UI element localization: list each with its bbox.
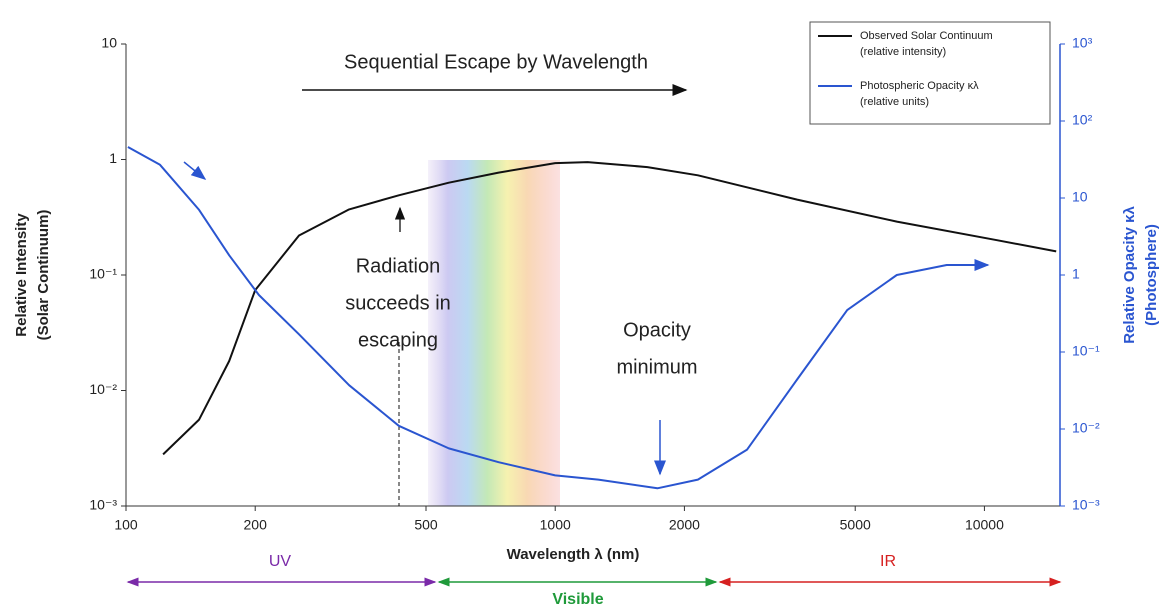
y-tick-label: 10 xyxy=(101,35,117,51)
y-axis-label: (Solar Continuum) xyxy=(35,210,52,341)
series-line xyxy=(163,162,1056,454)
y2-tick-label: 1 xyxy=(1072,266,1080,282)
y2-tick-label: 10² xyxy=(1072,112,1093,128)
x-tick-label: 10000 xyxy=(965,517,1004,533)
y2-tick-label: 10³ xyxy=(1072,35,1093,51)
page: Wavelength λ (nm) Relative Intensity (So… xyxy=(0,0,1171,610)
y2-tick-label: 10⁻¹ xyxy=(1072,343,1100,359)
y-axis-label: Relative Intensity xyxy=(13,213,30,337)
x-tick-label: 100 xyxy=(114,517,138,533)
annotation: succeeds in xyxy=(345,292,451,314)
y2-tick-label: 10 xyxy=(1072,189,1088,205)
y2-axis-label: (Photosphere) xyxy=(1143,224,1160,326)
band-label: UV xyxy=(269,553,292,570)
y-tick-label: 10⁻³ xyxy=(89,497,117,513)
annotation: escaping xyxy=(358,329,438,351)
y2-tick-label: 10⁻² xyxy=(1072,420,1100,436)
x-tick-label: 500 xyxy=(414,517,438,533)
y-tick-label: 1 xyxy=(109,150,117,166)
y2-axis-label: Relative Opacity κλ xyxy=(1121,206,1138,344)
y2-tick-label: 10⁻³ xyxy=(1072,497,1100,513)
band-label: Visible xyxy=(552,591,603,608)
legend-label: (relative units) xyxy=(860,96,929,108)
legend-label: Photospheric Opacity κλ xyxy=(860,80,979,92)
legend-label: Observed Solar Continuum xyxy=(860,30,993,42)
x-tick-label: 2000 xyxy=(669,517,700,533)
y-tick-label: 10⁻² xyxy=(89,381,117,397)
y-tick-label: 10⁻¹ xyxy=(89,266,117,282)
visible-spectrum xyxy=(428,160,560,506)
band-label: IR xyxy=(880,553,896,570)
x-axis-label: Wavelength λ (nm) xyxy=(507,546,640,563)
annotation: Sequential Escape by Wavelength xyxy=(344,51,648,73)
x-tick-label: 200 xyxy=(244,517,268,533)
chart: Wavelength λ (nm) Relative Intensity (So… xyxy=(0,0,1171,610)
opacity-pointer xyxy=(184,162,205,179)
x-tick-label: 5000 xyxy=(840,517,871,533)
annotation: minimum xyxy=(616,356,697,378)
legend-label: (relative intensity) xyxy=(860,46,946,58)
x-tick-label: 1000 xyxy=(540,517,571,533)
annotation: Radiation xyxy=(356,255,441,277)
annotation: Opacity xyxy=(623,319,691,341)
